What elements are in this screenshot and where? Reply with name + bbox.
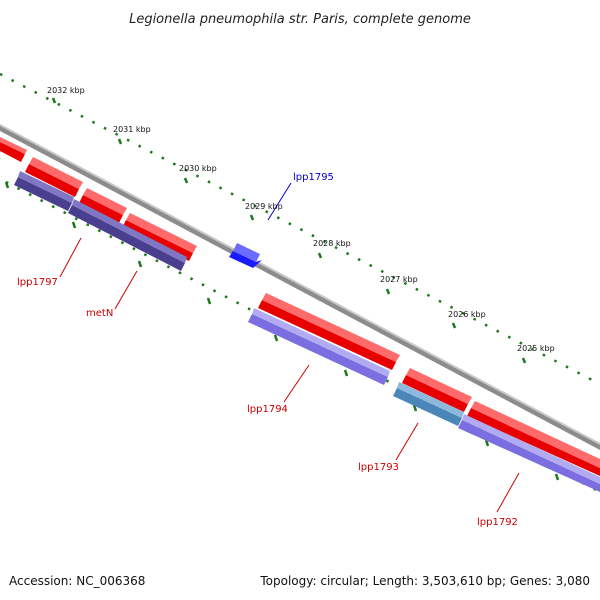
tick-label: 2031 kbp [113,125,151,134]
leader-line [114,270,138,310]
gene-label-lpp1792: lpp1792 [477,517,518,528]
gene-label-lpp1794: lpp1794 [247,404,288,415]
reverse-cds [68,199,187,271]
gene-label-metN: metN [86,308,113,319]
label-leaders [59,182,520,513]
highlight-cds-lpp1795 [229,243,262,268]
reverse-cds [14,171,74,211]
tick-label: 2028 kbp [313,239,351,248]
tick-label: 2029 kbp [245,202,283,211]
gene-label-lpp1797: lpp1797 [17,277,58,288]
reverse-cds [393,382,464,426]
tick-label: 2025 kbp [517,344,555,353]
tick-label: 2027 kbp [380,275,418,284]
genome-summary-text: Topology: circular; Length: 3,503,610 bp… [260,574,590,588]
forward-cds [402,368,472,412]
reverse-cds [248,308,390,385]
backbone [0,124,600,450]
forward-cds [258,293,400,370]
leader-line [283,364,310,403]
reverse-cds-track [14,171,600,492]
leader-line [267,182,292,221]
leader-line [496,472,520,513]
tick-label: 2032 kbp [47,86,85,95]
gene-label-lpp1793: lpp1793 [358,462,399,473]
reverse-cds [458,414,600,492]
forward-cds-track [0,137,600,476]
forward-cds [25,157,83,197]
map-title: Legionella pneumophila str. Paris, compl… [129,12,471,27]
forward-cds [467,401,600,476]
tick-labels: 2032 kbp 2031 kbp 2030 kbp 2029 kbp 2028… [47,86,555,353]
leader-line [395,422,419,461]
forward-cds [122,213,197,261]
forward-cds [0,137,27,162]
tick-label: 2030 kbp [179,164,217,173]
gene-labels: lpp1795 lpp1797 metN lpp1794 lpp1793 lpp… [17,172,518,528]
gene-label-lpp1795: lpp1795 [293,172,334,183]
leader-line [59,237,82,278]
tick-label: 2026 kbp [448,310,486,319]
forward-cds [79,188,127,223]
accession-text: Accession: NC_006368 [9,574,146,588]
major-ticks [4,97,560,481]
